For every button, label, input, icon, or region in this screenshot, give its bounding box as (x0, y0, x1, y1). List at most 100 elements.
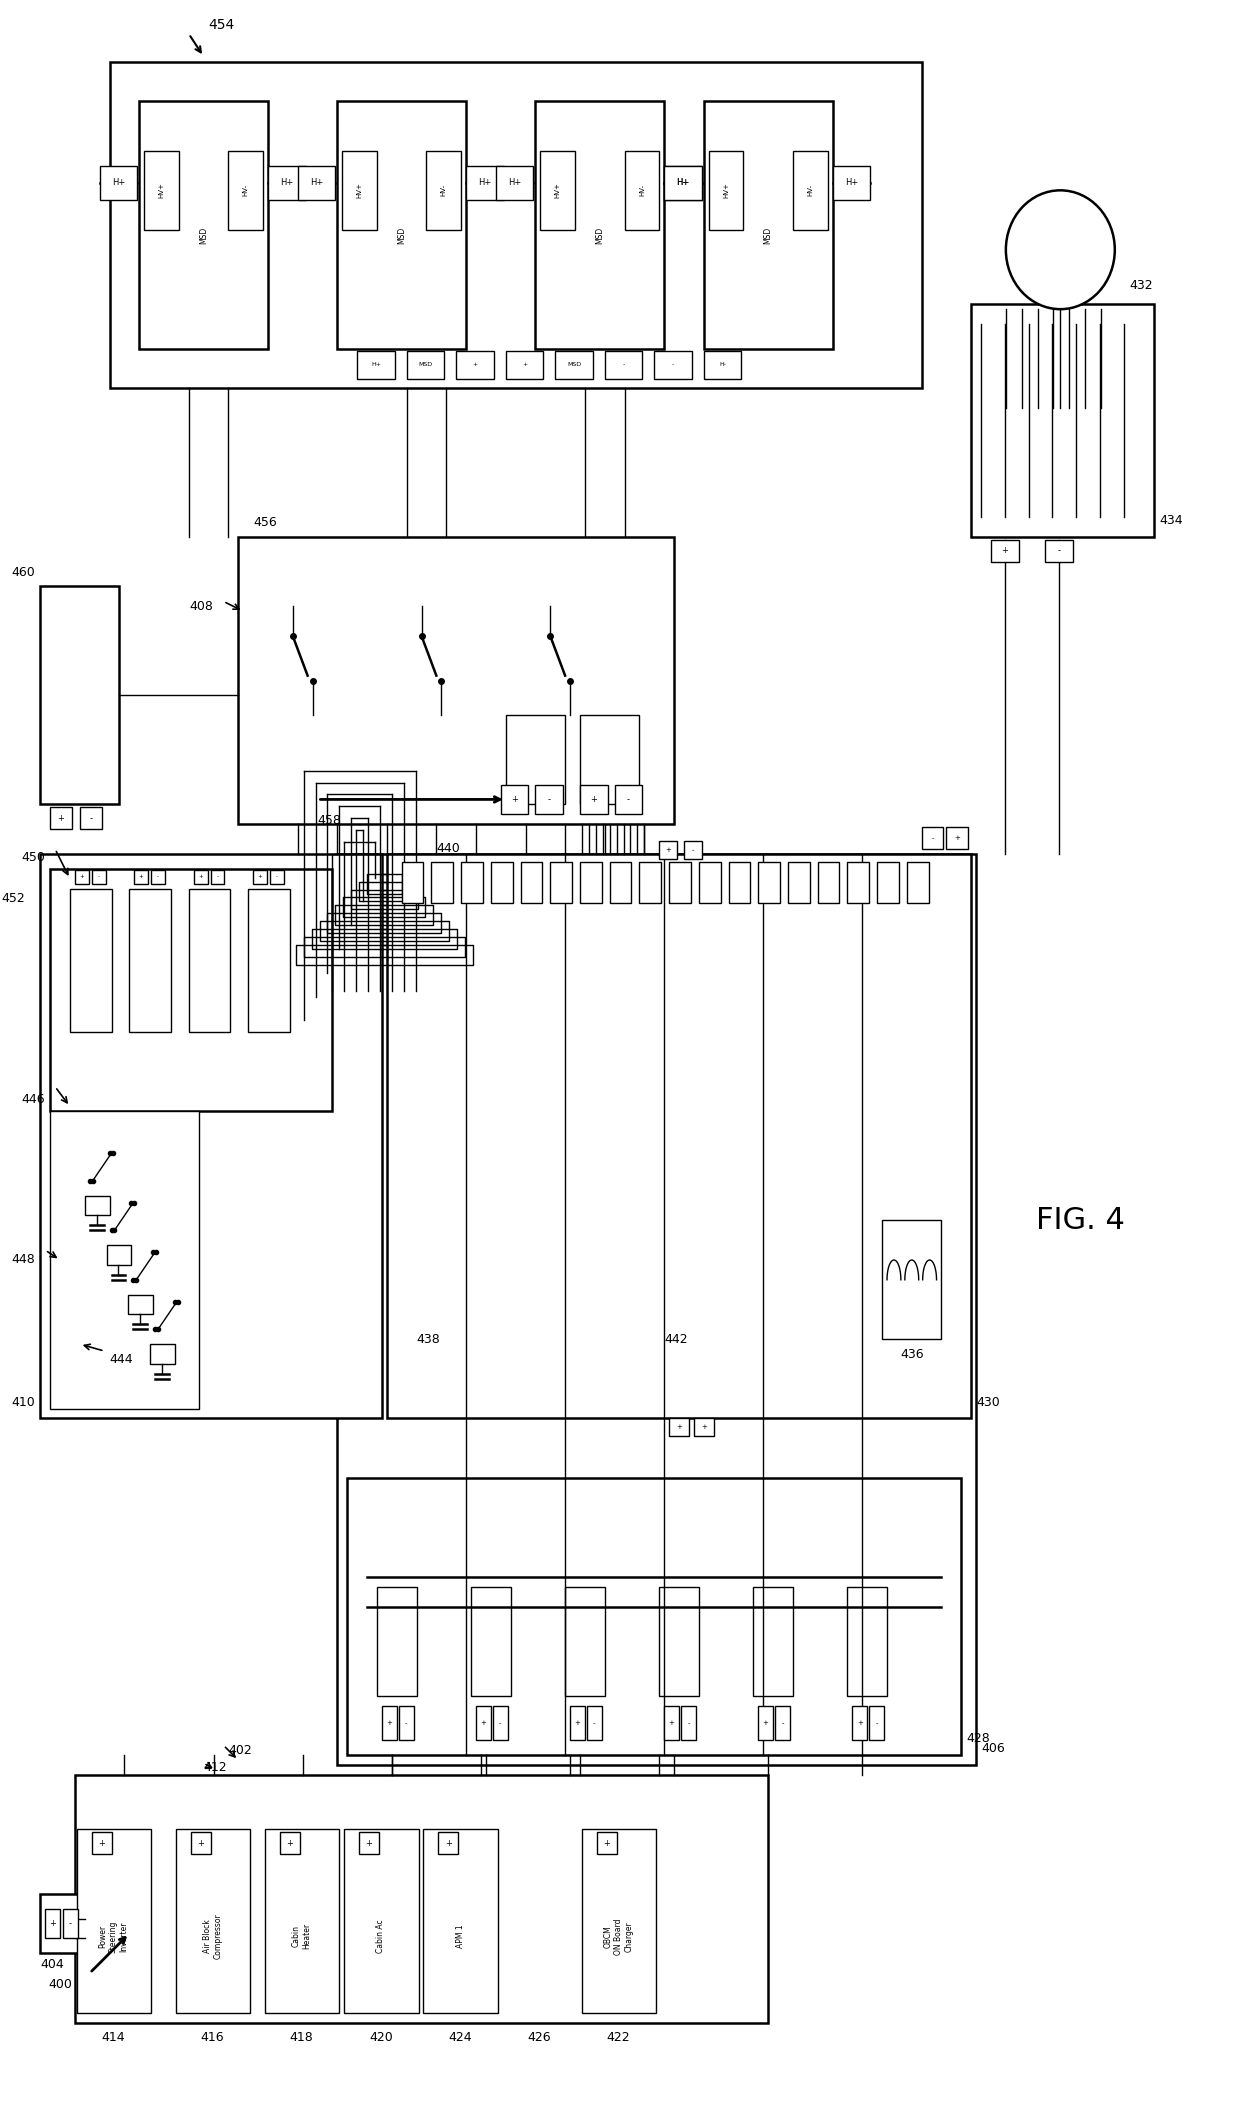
Bar (946, 828, 968, 849)
Bar (280, 1833, 300, 1854)
Bar (92, 1833, 112, 1854)
Bar (882, 1221, 941, 1339)
Bar (345, 1829, 419, 2014)
Bar (150, 1343, 175, 1364)
Text: HV+: HV+ (357, 183, 362, 198)
Bar (655, 351, 692, 378)
Text: H+: H+ (112, 179, 125, 187)
Bar (238, 536, 675, 824)
Bar (536, 784, 563, 813)
Bar (580, 862, 601, 904)
Bar (382, 1705, 397, 1740)
Text: -: - (627, 795, 630, 803)
Text: H+: H+ (676, 179, 689, 187)
Bar (144, 151, 179, 229)
Bar (991, 540, 1019, 561)
Text: +: + (445, 1839, 451, 1848)
Bar (432, 862, 453, 904)
Bar (665, 166, 702, 200)
Bar (670, 1419, 689, 1436)
Bar (729, 862, 750, 904)
Text: -: - (687, 1719, 689, 1726)
Text: +: + (366, 1839, 372, 1848)
Text: -: - (1058, 547, 1061, 555)
Bar (139, 101, 268, 349)
Bar (360, 1833, 379, 1854)
Bar (541, 151, 575, 229)
Bar (461, 862, 482, 904)
Text: H+: H+ (844, 179, 858, 187)
Bar (129, 889, 171, 1032)
Text: -: - (692, 847, 694, 853)
Text: +: + (955, 834, 960, 841)
Bar (787, 862, 810, 904)
Bar (40, 586, 119, 805)
Text: 454: 454 (208, 17, 234, 32)
Text: HV+: HV+ (554, 183, 560, 198)
Text: +: + (701, 1425, 707, 1429)
Text: 426: 426 (527, 2031, 552, 2043)
Bar (506, 351, 543, 378)
Bar (506, 715, 565, 805)
Bar (69, 889, 112, 1032)
Text: 410: 410 (11, 1396, 35, 1408)
Bar (758, 862, 780, 904)
Text: MSD: MSD (200, 227, 208, 244)
Bar (536, 101, 665, 349)
Text: FIG. 4: FIG. 4 (1035, 1207, 1125, 1234)
Bar (134, 870, 148, 883)
Text: 424: 424 (449, 2031, 472, 2043)
Text: APM 1: APM 1 (455, 1925, 465, 1949)
Text: +: + (604, 1839, 610, 1848)
Bar (570, 1705, 585, 1740)
Bar (660, 1587, 699, 1696)
Text: 434: 434 (1159, 515, 1183, 528)
Text: 428: 428 (966, 1732, 990, 1745)
Bar (79, 807, 102, 828)
Bar (107, 1244, 131, 1265)
Bar (424, 1829, 497, 2014)
Text: -: - (498, 1719, 501, 1726)
Bar (99, 166, 138, 200)
Bar (188, 889, 231, 1032)
Bar (847, 1587, 887, 1696)
Text: H+: H+ (310, 179, 324, 187)
Ellipse shape (1006, 191, 1115, 309)
Bar (817, 862, 839, 904)
Text: +: + (286, 1839, 293, 1848)
Bar (228, 151, 263, 229)
Bar (565, 1587, 605, 1696)
Text: 440: 440 (436, 843, 460, 856)
Text: -: - (781, 1719, 784, 1726)
Bar (582, 1829, 656, 2014)
Bar (50, 807, 72, 828)
Text: Power
Steering
Inverter: Power Steering Inverter (99, 1921, 129, 1953)
Bar (758, 1705, 773, 1740)
Bar (456, 351, 494, 378)
Bar (491, 862, 512, 904)
Bar (342, 151, 377, 229)
Bar (496, 166, 533, 200)
Text: +: + (480, 1719, 486, 1726)
Text: -: - (622, 362, 625, 368)
Bar (580, 784, 608, 813)
Bar (357, 351, 394, 378)
Text: HV+: HV+ (723, 183, 729, 198)
Bar (151, 870, 165, 883)
Bar (665, 166, 702, 200)
Text: 438: 438 (417, 1333, 440, 1345)
Text: -: - (89, 813, 92, 822)
Bar (665, 1705, 680, 1740)
Bar (176, 1829, 250, 2014)
Bar (1045, 540, 1073, 561)
Bar (466, 166, 503, 200)
Text: 414: 414 (102, 2031, 125, 2043)
Text: +: + (258, 874, 263, 879)
Bar (407, 351, 444, 378)
Bar (248, 889, 290, 1032)
Bar (492, 1705, 507, 1740)
Text: Cabin Ac: Cabin Ac (377, 1919, 386, 1953)
Text: -: - (875, 1719, 878, 1726)
Text: HV-: HV- (807, 185, 813, 195)
Bar (852, 1705, 867, 1740)
